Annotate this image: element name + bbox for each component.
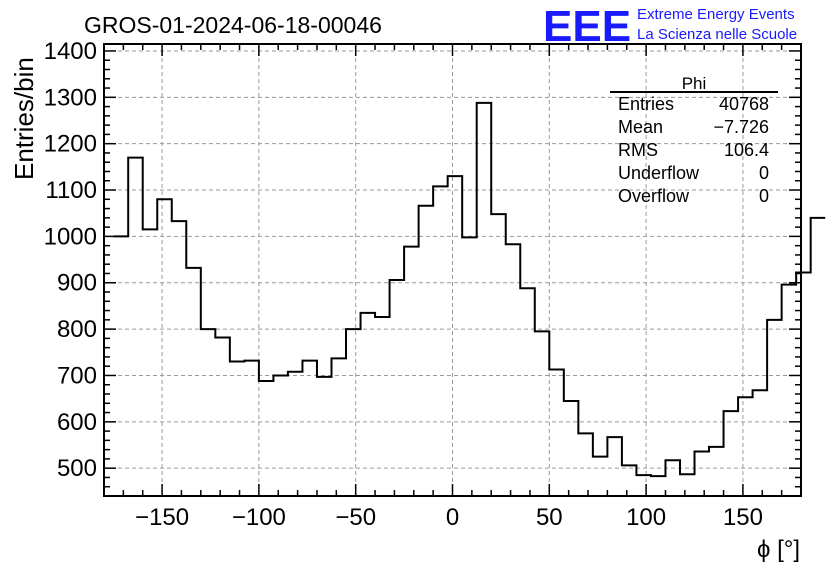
x-tick-label: −150 bbox=[135, 504, 189, 531]
stats-row-value: −7.726 bbox=[713, 117, 769, 137]
stats-row-value: 106.4 bbox=[724, 140, 769, 160]
y-tick-label: 800 bbox=[57, 316, 97, 343]
histogram-series bbox=[113, 101, 826, 478]
stats-title: Phi bbox=[682, 74, 707, 93]
x-tick-label: 100 bbox=[626, 504, 666, 531]
x-tick-label: 50 bbox=[536, 504, 563, 531]
stats-row-label: Entries bbox=[618, 94, 674, 114]
stats-row-label: Underflow bbox=[618, 163, 700, 183]
x-tick-label: 0 bbox=[446, 504, 459, 531]
x-tick-label: −100 bbox=[232, 504, 286, 531]
x-axis-label: ϕ [°] bbox=[757, 536, 800, 563]
y-tick-label: 1300 bbox=[44, 84, 97, 111]
stats-row-label: RMS bbox=[618, 140, 658, 160]
y-axis-label: Entries/bin bbox=[9, 57, 39, 180]
y-tick-label: 900 bbox=[57, 270, 97, 297]
y-tick-label: 700 bbox=[57, 362, 97, 389]
y-tick-label: 1400 bbox=[44, 38, 97, 65]
stats-box: Phi Entries 40768 Mean −7.726 RMS 106.4 Underf… bbox=[610, 74, 778, 206]
stats-row-value: 0 bbox=[759, 163, 769, 183]
eee-logo: EEE Extreme Energy Events La Scienza nel… bbox=[543, 2, 797, 51]
y-tick-label: 1200 bbox=[44, 131, 97, 158]
y-tick-label: 1000 bbox=[44, 223, 97, 250]
y-axis-ticks: 500 600 700 800 900 1000 1100 1200 1300 1400 bbox=[44, 38, 801, 488]
stats-row-value: 0 bbox=[759, 186, 769, 206]
x-tick-label: 150 bbox=[723, 504, 763, 531]
chart-title: GROS-01-2024-06-18-00046 bbox=[84, 12, 382, 38]
stats-row-label: Mean bbox=[618, 117, 663, 137]
stats-row-label: Overflow bbox=[618, 186, 690, 206]
x-tick-label: −50 bbox=[335, 504, 376, 531]
grid-lines bbox=[104, 44, 801, 496]
stats-row-value: 40768 bbox=[719, 94, 769, 114]
y-tick-label: 500 bbox=[57, 455, 97, 482]
eee-logo-line1: Extreme Energy Events bbox=[637, 6, 795, 23]
y-tick-label: 1100 bbox=[45, 177, 97, 204]
eee-logo-line2: La Scienza nelle Scuole bbox=[637, 26, 797, 43]
x-axis-ticks: −150 −100 −50 0 50 100 150 bbox=[103, 44, 802, 531]
eee-logo-mark: EEE bbox=[543, 2, 631, 51]
y-tick-label: 600 bbox=[57, 409, 97, 436]
